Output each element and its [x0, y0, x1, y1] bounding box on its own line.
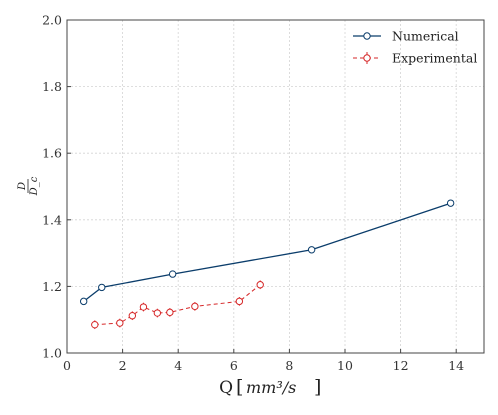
y-tick-label: 1.2	[42, 279, 62, 294]
series-line-experimental	[94, 284, 261, 326]
data-point	[128, 312, 137, 320]
series-numerical	[79, 199, 455, 306]
data-point	[166, 308, 174, 317]
data-point	[168, 270, 177, 278]
y-tick-label: 1.4	[42, 212, 62, 227]
x-axis-bracket-open: [	[236, 376, 243, 398]
x-tick-label: 4	[174, 358, 182, 373]
x-tick-label: 14	[448, 358, 464, 373]
legend-marker-numerical	[363, 32, 371, 40]
series-experimental	[91, 280, 264, 330]
legend-marker-experimental	[363, 54, 371, 62]
y-tick-label: 2.0	[42, 13, 62, 28]
data-point	[98, 283, 106, 292]
y-tick-label: 1.8	[42, 79, 62, 94]
x-axis-title: Q [ mm³/s ]	[219, 376, 321, 398]
data-point	[139, 303, 148, 311]
x-tick-label: 0	[63, 358, 71, 373]
legend-label-experimental: Experimental	[392, 51, 477, 66]
legend: Numerical Experimental	[353, 29, 477, 66]
data-point	[235, 297, 244, 306]
data-point	[91, 320, 99, 329]
data-point	[153, 309, 162, 317]
x-axis-label: Q	[219, 378, 233, 398]
x-tick-label: 8	[285, 358, 293, 373]
y-axis-numerator: D	[17, 182, 28, 191]
data-point	[307, 246, 316, 254]
axis-ticks: 0 2 4 6 8 10 12 14 1.0 1.2 1.4 1.6 1.8 2.0	[42, 13, 464, 374]
y-tick-label: 1.0	[42, 346, 62, 361]
x-axis-unit: mm³/s	[246, 378, 296, 397]
y-tick-label: 1.6	[42, 146, 62, 161]
x-tick-label: 12	[393, 358, 409, 373]
x-tick-label: 10	[337, 358, 353, 373]
data-point	[116, 319, 124, 327]
x-tick-label: 6	[230, 358, 238, 373]
data-point	[446, 199, 455, 207]
plot-frame	[66, 19, 485, 354]
x-tick-label: 2	[119, 358, 127, 373]
series-layer	[79, 199, 455, 330]
data-point	[191, 302, 199, 311]
legend-label-numerical: Numerical	[392, 29, 459, 44]
data-point	[256, 281, 264, 289]
y-axis-denominator: D_c	[29, 176, 40, 196]
data-point	[79, 297, 88, 306]
y-axis-title: D D_c	[17, 176, 40, 196]
x-axis-bracket-close: ]	[314, 376, 321, 398]
